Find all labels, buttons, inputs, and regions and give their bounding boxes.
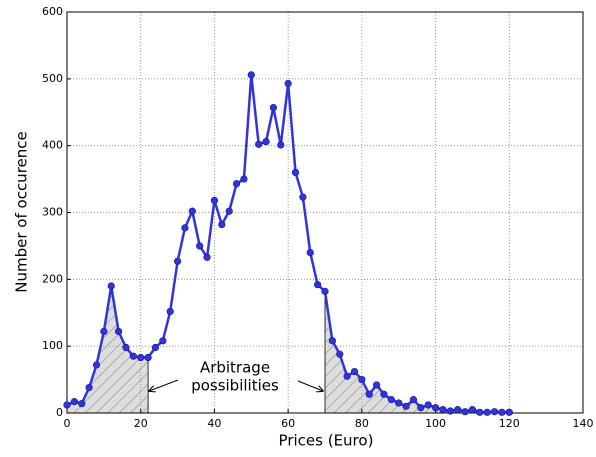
data-point — [284, 79, 292, 88]
data-point — [395, 399, 403, 407]
data-point — [173, 257, 182, 265]
data-point — [129, 352, 137, 360]
y-tick-label: 200 — [42, 272, 63, 285]
x-tick-label: 60 — [281, 417, 295, 430]
x-tick-label: 120 — [499, 417, 520, 430]
data-point — [468, 406, 477, 414]
data-point — [365, 390, 373, 398]
x-tick-label: 20 — [134, 417, 148, 430]
data-point — [299, 193, 307, 201]
data-point — [498, 408, 506, 416]
data-point — [461, 408, 469, 416]
y-tick-label: 400 — [42, 139, 63, 152]
y-tick-label: 100 — [42, 339, 63, 352]
data-point — [328, 337, 336, 345]
data-point — [476, 408, 484, 416]
data-point — [291, 168, 300, 176]
data-point — [269, 103, 278, 112]
data-point — [454, 406, 462, 414]
data-point — [314, 281, 322, 289]
data-point — [92, 361, 101, 369]
data-point — [247, 71, 255, 79]
data-point — [181, 224, 189, 232]
data-point — [358, 375, 366, 384]
data-point — [151, 343, 160, 352]
data-point — [306, 249, 314, 257]
data-point — [336, 350, 344, 358]
y-tick-label: 0 — [56, 406, 63, 419]
x-tick-label: 0 — [64, 417, 71, 430]
data-point — [137, 353, 145, 362]
data-point — [188, 207, 196, 215]
data-point — [417, 404, 425, 412]
data-point — [122, 343, 130, 352]
data-point — [107, 282, 115, 290]
data-point — [225, 207, 233, 215]
y-tick-label: 600 — [42, 5, 63, 18]
data-point — [321, 287, 329, 295]
data-point — [166, 307, 174, 316]
data-point — [255, 140, 263, 148]
data-point — [439, 406, 447, 414]
data-point — [380, 390, 388, 398]
shaded-region — [324, 291, 510, 414]
annotation: Arbitrage — [200, 359, 270, 377]
x-tick-label: 100 — [425, 417, 446, 430]
data-point — [402, 402, 410, 410]
plot-frame — [66, 11, 584, 414]
y-axis-label: Number of occurence — [13, 131, 31, 292]
data-point — [159, 337, 167, 345]
data-point — [196, 242, 204, 250]
data-point — [70, 398, 78, 406]
data-point — [210, 196, 219, 205]
data-point — [350, 367, 359, 376]
data-point — [232, 180, 241, 188]
y-tick-label: 300 — [42, 206, 63, 219]
annotation-arrow — [297, 380, 323, 391]
data-point — [85, 384, 93, 392]
annotation-arrow — [149, 379, 179, 391]
data-point — [63, 401, 71, 409]
data-point — [483, 408, 491, 416]
data-point — [262, 138, 270, 146]
data-point — [409, 396, 418, 404]
x-axis-label: Prices (Euro) — [279, 432, 374, 450]
data-point — [144, 353, 152, 362]
data-point — [387, 396, 395, 404]
x-tick-label: 140 — [573, 417, 594, 430]
data-point — [203, 253, 211, 261]
data-point — [446, 407, 454, 415]
data-point — [431, 404, 440, 412]
data-point — [114, 327, 123, 336]
data-point — [100, 327, 108, 336]
data-point — [505, 408, 513, 416]
data-point — [240, 175, 248, 183]
annotation: possibilities — [191, 377, 279, 395]
data-point — [277, 141, 285, 149]
data-point — [424, 401, 432, 409]
x-tick-label: 40 — [207, 417, 221, 430]
data-point — [490, 408, 499, 416]
data-point — [373, 381, 381, 389]
data-point — [218, 220, 226, 229]
data-point — [78, 400, 86, 408]
data-point — [343, 372, 351, 380]
x-tick-label: 80 — [355, 417, 369, 430]
y-tick-label: 500 — [42, 72, 63, 85]
